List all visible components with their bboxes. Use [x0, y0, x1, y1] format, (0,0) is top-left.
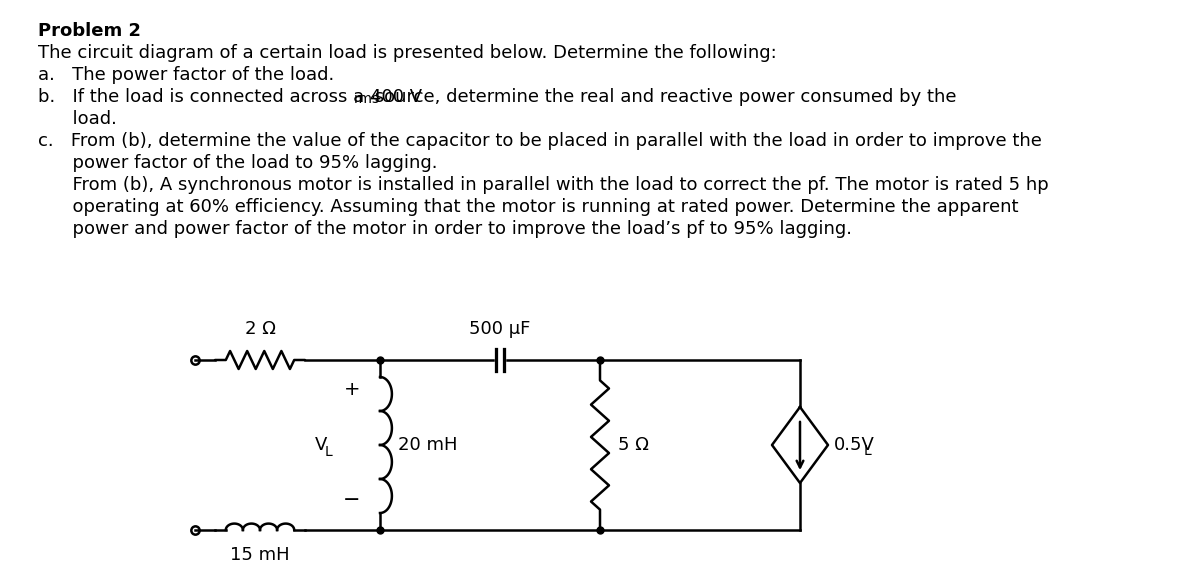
Text: Problem 2: Problem 2 — [38, 22, 142, 40]
Text: 20 mH: 20 mH — [398, 436, 457, 454]
Text: a.   The power factor of the load.: a. The power factor of the load. — [38, 66, 335, 84]
Text: From (b), A synchronous motor is installed in parallel with the load to correct : From (b), A synchronous motor is install… — [38, 176, 1049, 194]
Text: 0.5V: 0.5V — [834, 436, 875, 454]
Text: c.   From (b), determine the value of the capacitor to be placed in parallel wit: c. From (b), determine the value of the … — [38, 132, 1042, 150]
Text: source, determine the real and reactive power consumed by the: source, determine the real and reactive … — [370, 88, 956, 106]
Text: rms: rms — [354, 92, 380, 106]
Text: operating at 60% efficiency. Assuming that the motor is running at rated power. : operating at 60% efficiency. Assuming th… — [38, 198, 1019, 216]
Text: −: − — [343, 490, 361, 510]
Text: power factor of the load to 95% lagging.: power factor of the load to 95% lagging. — [38, 154, 438, 172]
Text: load.: load. — [38, 110, 116, 128]
Text: b.   If the load is connected across a 400 V: b. If the load is connected across a 400… — [38, 88, 422, 106]
Text: V: V — [314, 436, 328, 454]
Text: 15 mH: 15 mH — [230, 546, 290, 564]
Text: 500 μF: 500 μF — [469, 320, 530, 338]
Text: 5 Ω: 5 Ω — [618, 436, 649, 454]
Text: 2 Ω: 2 Ω — [245, 320, 276, 338]
Text: L: L — [864, 444, 871, 458]
Text: +: + — [343, 380, 360, 399]
Text: power and power factor of the motor in order to improve the load’s pf to 95% lag: power and power factor of the motor in o… — [38, 220, 852, 238]
Text: The circuit diagram of a certain load is presented below. Determine the followin: The circuit diagram of a certain load is… — [38, 44, 776, 62]
Text: L: L — [325, 445, 332, 459]
